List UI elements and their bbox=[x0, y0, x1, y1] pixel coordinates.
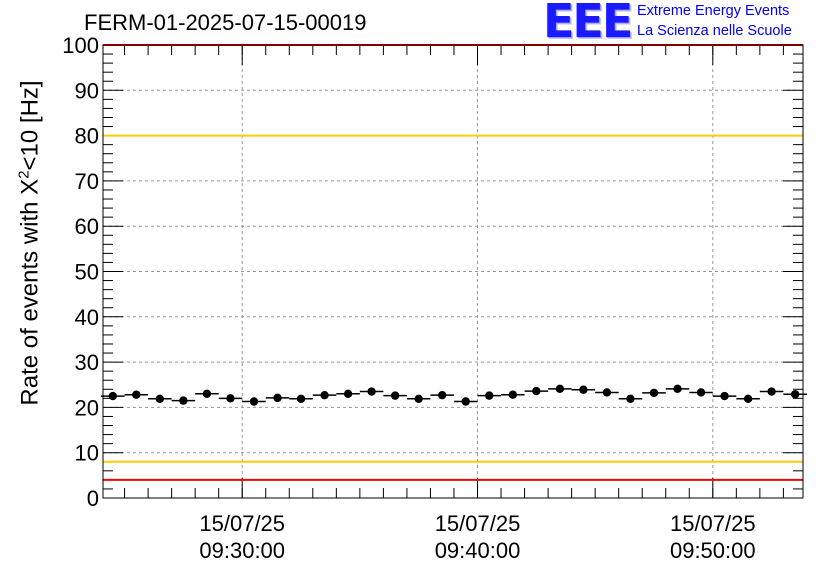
data-point bbox=[485, 391, 494, 400]
data-point bbox=[249, 397, 259, 406]
plot-frame bbox=[102, 44, 804, 499]
y-tick-label: 10 bbox=[75, 441, 99, 466]
x-tick-date: 15/07/25 bbox=[199, 511, 285, 536]
y-tick-label: 50 bbox=[75, 260, 99, 285]
y-axis-label-prefix: Rate of events with X bbox=[16, 178, 44, 406]
data-point bbox=[579, 385, 588, 394]
data-point bbox=[108, 391, 118, 401]
y-axis-label-suffix: <10 [Hz] bbox=[16, 80, 44, 171]
y-tick-label: 90 bbox=[75, 78, 99, 103]
logo-line-2: La Scienza nelle Scuole bbox=[637, 23, 792, 39]
data-point bbox=[438, 390, 447, 400]
x-tick-date: 15/07/25 bbox=[435, 511, 521, 536]
y-tick-label: 30 bbox=[75, 350, 99, 375]
data-point bbox=[508, 390, 518, 399]
eee-logo-mark: EEE bbox=[543, 0, 633, 48]
data-point bbox=[743, 394, 753, 403]
data-point bbox=[649, 388, 659, 398]
data-point bbox=[296, 394, 306, 403]
y-tick-label: 80 bbox=[75, 124, 99, 149]
data-point bbox=[532, 386, 541, 396]
data-point bbox=[155, 394, 165, 403]
y-tick-label: 70 bbox=[75, 169, 99, 194]
y-tick-label: 60 bbox=[75, 214, 99, 239]
logo-line-1: Extreme Energy Events bbox=[637, 3, 790, 19]
x-tick-time: 09:50:00 bbox=[670, 538, 756, 563]
run-title: FERM-01-2025-07-15-00019 bbox=[84, 10, 367, 35]
data-point bbox=[132, 390, 141, 399]
data-point bbox=[414, 394, 423, 403]
data-point bbox=[461, 397, 470, 406]
data-point bbox=[320, 390, 329, 400]
y-axis-label-sup: 2 bbox=[15, 170, 33, 179]
data-point bbox=[202, 389, 212, 399]
data-point bbox=[273, 393, 282, 403]
data-point bbox=[555, 384, 565, 394]
x-tick-time: 09:30:00 bbox=[199, 538, 285, 563]
data-point bbox=[367, 387, 376, 396]
data-point bbox=[767, 387, 776, 396]
data-point bbox=[179, 396, 188, 405]
data-point bbox=[602, 388, 612, 397]
y-tick-label: 0 bbox=[87, 486, 99, 511]
data-point bbox=[343, 389, 353, 399]
data-point bbox=[390, 391, 400, 400]
data-point bbox=[790, 390, 800, 399]
y-tick-label: 100 bbox=[62, 33, 99, 58]
y-tick-label: 40 bbox=[75, 305, 99, 330]
y-axis-label: Rate of events with X2<10 [Hz] bbox=[16, 80, 45, 405]
data-point bbox=[720, 391, 729, 401]
x-tick-time: 09:40:00 bbox=[435, 538, 521, 563]
data-point bbox=[226, 394, 235, 403]
data-point bbox=[673, 384, 682, 394]
data-point bbox=[696, 388, 706, 397]
x-tick-date: 15/07/25 bbox=[670, 511, 756, 536]
y-tick-label: 20 bbox=[75, 395, 99, 420]
data-point bbox=[626, 394, 635, 403]
